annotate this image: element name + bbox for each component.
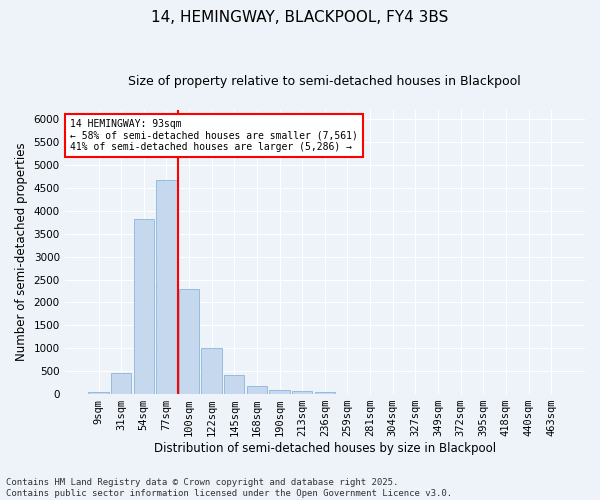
Bar [111,374,131,394]
Bar [179,288,199,394]
Bar [224,375,244,394]
Text: Contains HM Land Registry data © Crown copyright and database right 2025.
Contai: Contains HM Land Registry data © Crown c… [6,478,452,498]
Text: 14 HEMINGWAY: 93sqm
← 58% of semi-detached houses are smaller (7,561)
41% of sem: 14 HEMINGWAY: 93sqm ← 58% of semi-detach… [70,118,358,152]
Bar [292,391,313,394]
Y-axis label: Number of semi-detached properties: Number of semi-detached properties [15,142,28,362]
Text: 14, HEMINGWAY, BLACKPOOL, FY4 3BS: 14, HEMINGWAY, BLACKPOOL, FY4 3BS [151,10,449,25]
Bar [156,180,176,394]
X-axis label: Distribution of semi-detached houses by size in Blackpool: Distribution of semi-detached houses by … [154,442,496,455]
Title: Size of property relative to semi-detached houses in Blackpool: Size of property relative to semi-detach… [128,75,521,88]
Bar [247,386,267,394]
Bar [202,348,222,394]
Bar [88,392,109,394]
Bar [269,390,290,394]
Bar [314,392,335,394]
Bar [134,219,154,394]
